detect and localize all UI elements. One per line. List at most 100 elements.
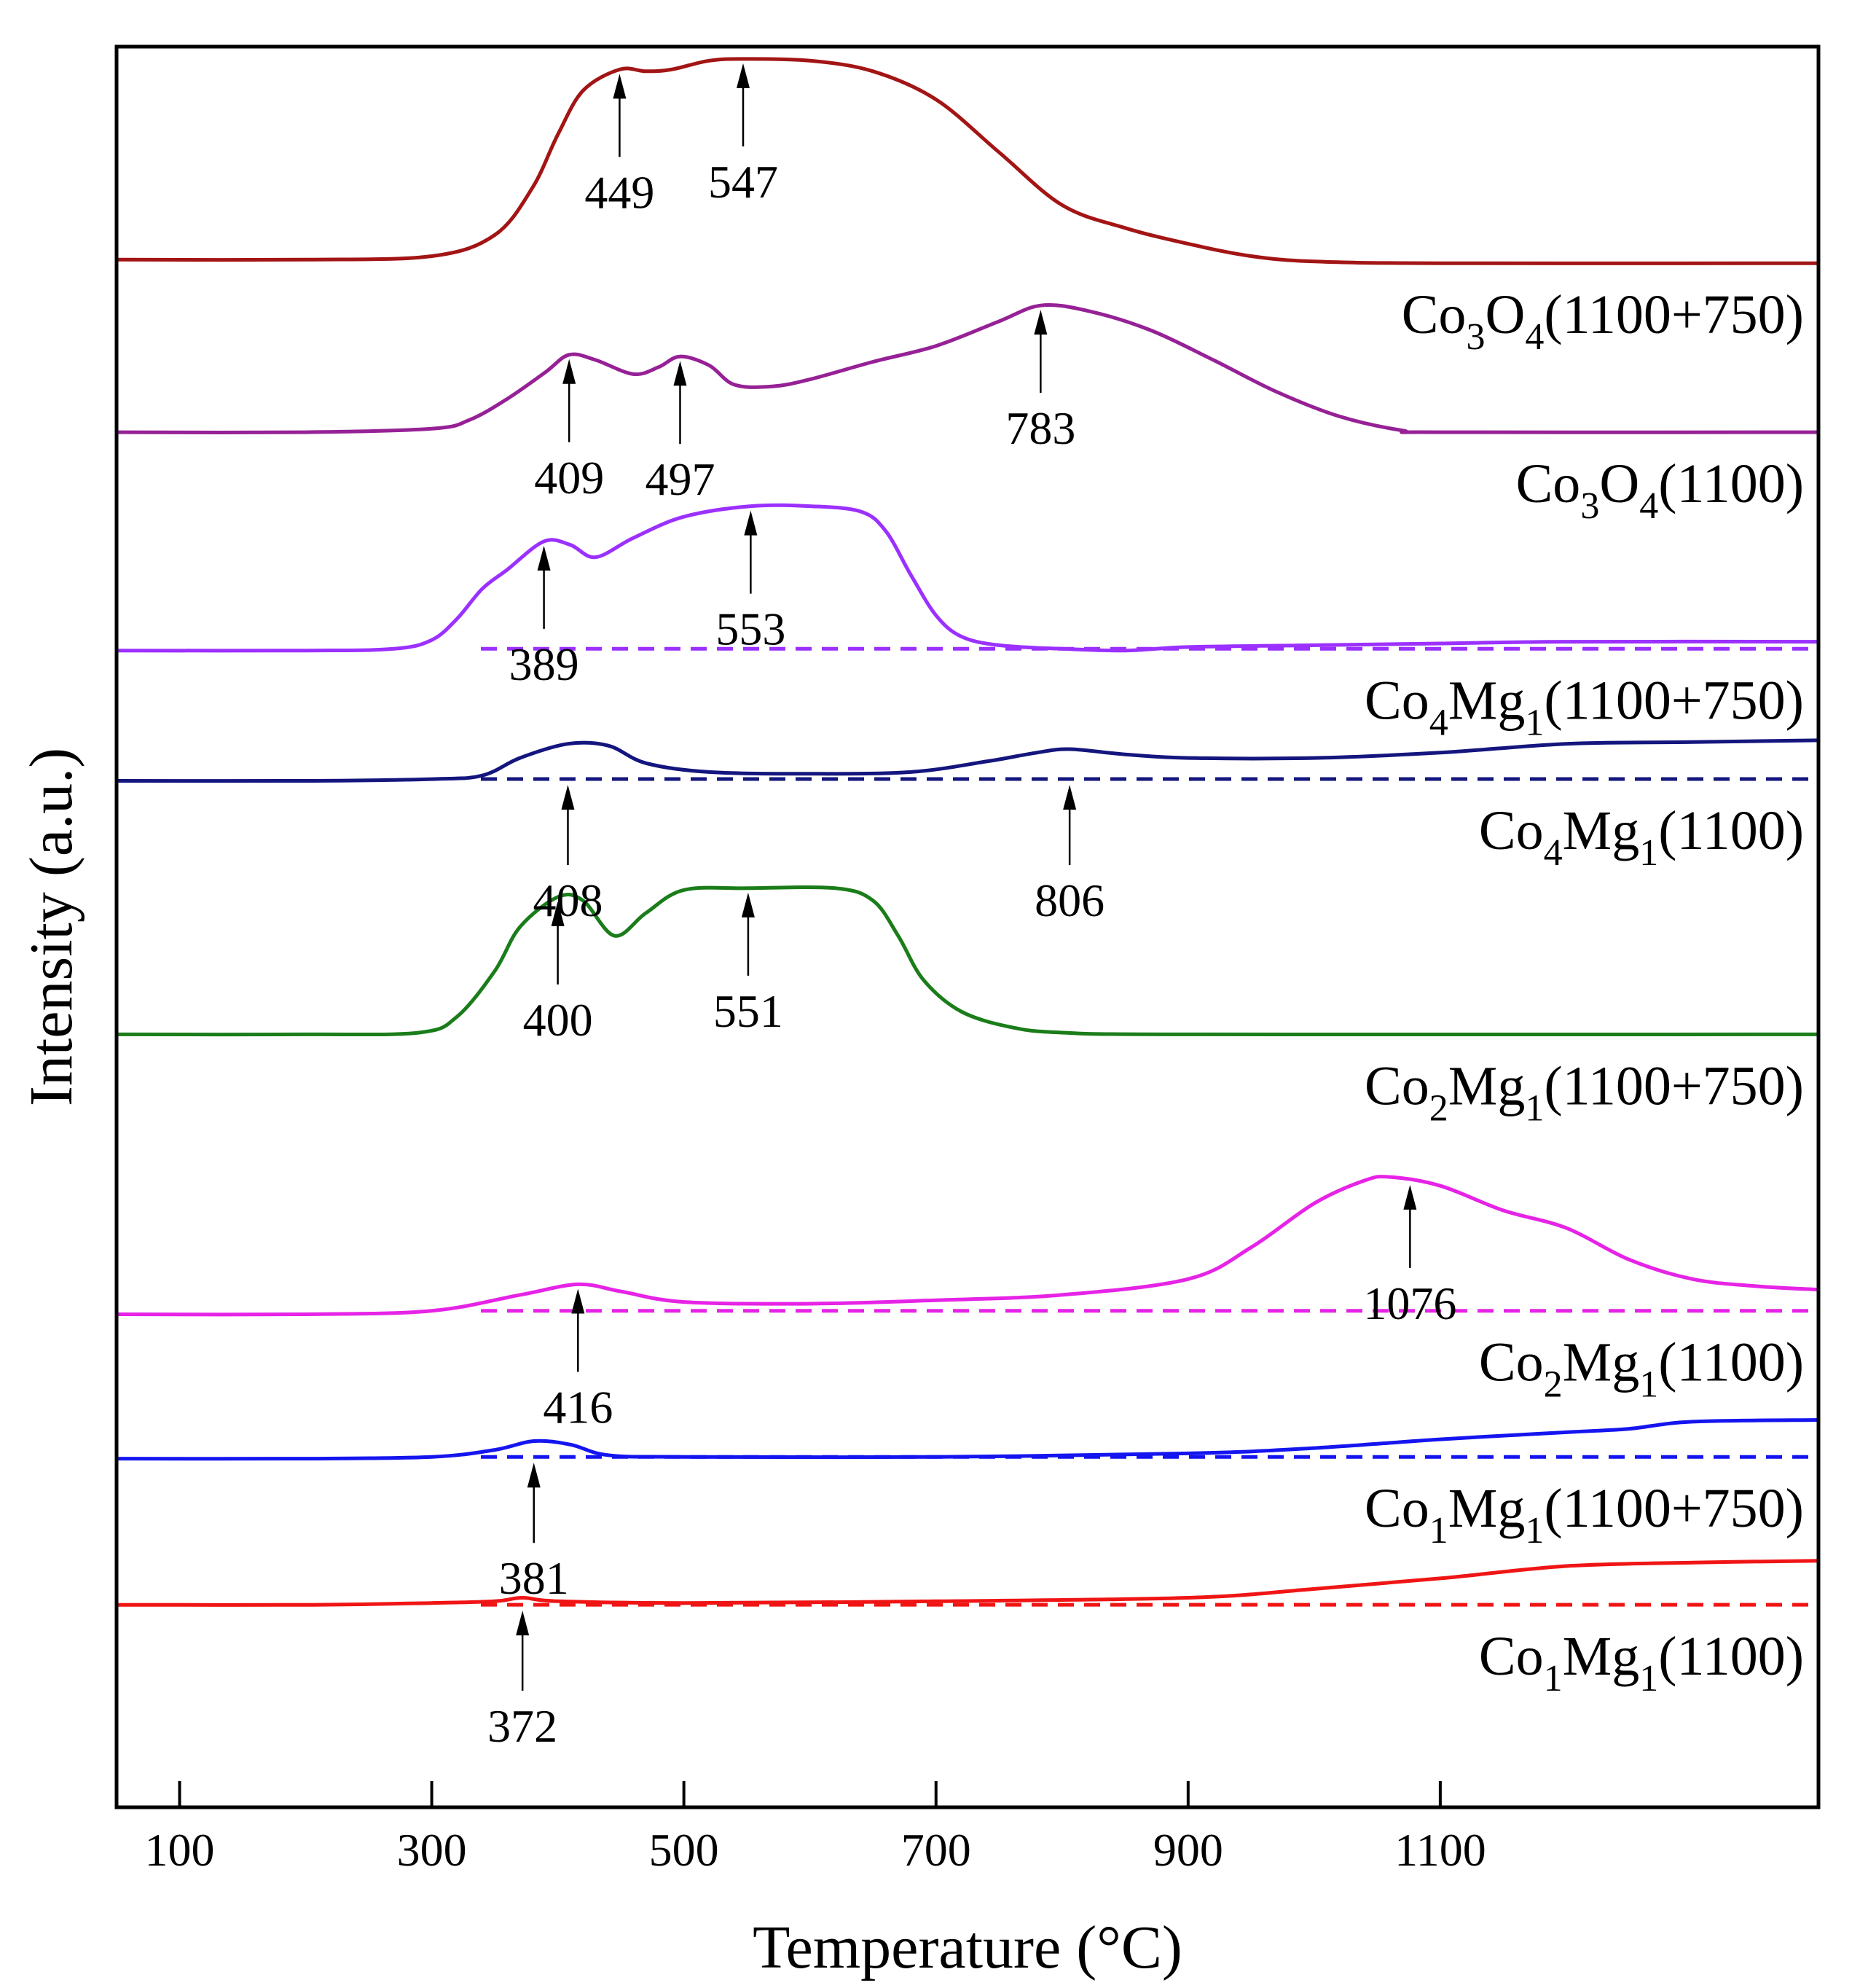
co3o4-1100-750-label-part-1: 3 [1466, 316, 1485, 358]
co2mg1-1100-750-peak-arrow-head-551 [741, 892, 755, 917]
co3o4-1100-750-line [116, 57, 1819, 265]
co2mg1-1100-label-part-1: 2 [1544, 1364, 1563, 1406]
co1mg1-1100-750-label: Co1Mg1(1100+750) [1365, 1478, 1804, 1551]
co1mg1-1100-label-part-4: (1100) [1658, 1626, 1804, 1687]
co3o4-1100-peak-409: 409 [534, 359, 604, 504]
co2mg1-1100-label: Co2Mg1(1100) [1479, 1332, 1804, 1406]
co4mg1-1100-peak-408: 408 [533, 785, 603, 926]
co2mg1-1100-peak-1076: 1076 [1363, 1184, 1456, 1329]
co4mg1-1100-label-part-4: (1100) [1658, 800, 1804, 861]
co2mg1-1100-peak-label-1076: 1076 [1363, 1277, 1456, 1329]
co4mg1-1100-750-peak-389: 389 [509, 545, 579, 690]
x-tick-label-300: 300 [397, 1824, 467, 1876]
co2mg1-1100-750-peak-400: 400 [523, 901, 593, 1046]
co3o4-1100-label-part-0: Co [1516, 453, 1581, 514]
co3o4-1100-750-peak-arrow-head-547 [736, 63, 750, 88]
co4mg1-1100-750-label: Co4Mg1(1100+750) [1365, 670, 1804, 743]
co4mg1-1100-750-label-part-3: 1 [1525, 702, 1544, 743]
co1mg1-1100-750-label-part-3: 1 [1525, 1510, 1544, 1551]
co1mg1-1100-750-line [116, 1418, 1819, 1461]
x-axis-ticks: 100 300 500 700 900 1100 [145, 1781, 1486, 1876]
x-axis-title: Temperature (°C) [753, 1914, 1182, 1981]
co2mg1-1100-peak-label-416: 416 [543, 1381, 613, 1433]
co2mg1-1100-750-peak-551: 551 [713, 892, 783, 1037]
x-tick-label-100: 100 [145, 1824, 215, 1876]
co3o4-1100-peak-arrow-head-409 [562, 359, 576, 384]
series-lines [116, 57, 1819, 1607]
co3o4-1100-750-peak-label-547: 547 [708, 156, 778, 208]
co1mg1-1100-750-label-part-4: (1100+750) [1544, 1478, 1804, 1539]
co2mg1-1100-peak-arrow-head-416 [571, 1288, 585, 1314]
co3o4-1100-line [116, 302, 1819, 434]
co3o4-1100-750-peak-label-449: 449 [584, 166, 654, 218]
co1mg1-1100-peak-arrow-head-372 [516, 1611, 530, 1636]
co2mg1-1100-label-part-4: (1100) [1658, 1332, 1804, 1393]
co4mg1-1100-750-label-part-0: Co [1365, 670, 1429, 731]
co2mg1-1100-750-label-part-3: 1 [1525, 1087, 1544, 1129]
co2mg1-1100-750-label-part-0: Co [1365, 1055, 1429, 1116]
co4mg1-1100-750-peak-arrow-head-389 [537, 545, 551, 571]
co2mg1-1100-peak-arrow-head-1076 [1403, 1184, 1417, 1210]
co2mg1-1100-label-part-0: Co [1479, 1332, 1544, 1393]
co3o4-1100-peak-arrow-head-783 [1034, 310, 1048, 335]
co3o4-1100-label-part-4: (1100) [1658, 453, 1804, 514]
co3o4-1100-label-part-1: 3 [1580, 485, 1599, 527]
co1mg1-1100-peak-372: 372 [487, 1611, 557, 1752]
co4mg1-1100-750-label-part-4: (1100+750) [1544, 670, 1804, 731]
co3o4-1100-750-peak-547: 547 [708, 63, 778, 208]
co3o4-1100-750-label: Co3O4(1100+750) [1402, 284, 1804, 358]
co2mg1-1100-750-label: Co2Mg1(1100+750) [1365, 1055, 1804, 1129]
co2mg1-1100-750-peak-arrow-head-400 [551, 901, 565, 926]
co1mg1-1100-750-label-part-2: Mg [1448, 1478, 1526, 1539]
co2mg1-1100-750-label-part-2: Mg [1448, 1055, 1526, 1116]
co3o4-1100-750-peak-449: 449 [584, 74, 654, 218]
co4mg1-1100-label-part-0: Co [1479, 800, 1544, 861]
co3o4-1100-750-label-part-3: 4 [1525, 316, 1544, 358]
co1mg1-1100-750-peak-381: 381 [499, 1463, 569, 1604]
co4mg1-1100-peak-label-806: 806 [1035, 874, 1104, 926]
co4mg1-1100-peak-806: 806 [1035, 785, 1104, 926]
y-axis-title: Intensity (a.u.) [17, 748, 85, 1106]
co4mg1-1100-750-peak-553: 553 [715, 510, 785, 655]
co1mg1-1100-label-part-0: Co [1479, 1626, 1544, 1687]
co3o4-1100-peak-arrow-head-497 [673, 361, 687, 386]
co2mg1-1100-750-line [116, 885, 1819, 1037]
co1mg1-1100-750-peak-label-381: 381 [499, 1552, 569, 1604]
co3o4-1100-peak-783: 783 [1005, 310, 1075, 454]
x-tick-label-900: 900 [1153, 1824, 1223, 1876]
co3o4-1100-label-part-2: O [1599, 453, 1639, 514]
co1mg1-1100-label: Co1Mg1(1100) [1479, 1626, 1804, 1699]
co4mg1-1100-peak-arrow-head-408 [561, 785, 575, 810]
co4mg1-1100-peak-label-408: 408 [533, 874, 603, 926]
co3o4-1100-750-label-part-4: (1100+750) [1544, 284, 1804, 345]
co2mg1-1100-label-part-3: 1 [1639, 1364, 1658, 1406]
x-tick-label-500: 500 [649, 1824, 719, 1876]
co4mg1-1100-750-peak-arrow-head-553 [744, 510, 758, 536]
co2mg1-1100-750-peak-label-551: 551 [713, 985, 783, 1037]
co4mg1-1100-750-label-part-1: 4 [1429, 702, 1448, 743]
co1mg1-1100-750-label-part-1: 1 [1429, 1510, 1448, 1551]
co1mg1-1100-750-label-part-0: Co [1365, 1478, 1429, 1539]
co3o4-1100-peak-label-409: 409 [534, 452, 604, 504]
co4mg1-1100-750-label-part-2: Mg [1448, 670, 1526, 731]
co2mg1-1100-750-peak-label-400: 400 [523, 994, 593, 1046]
co3o4-1100-peak-label-497: 497 [645, 453, 715, 505]
co2mg1-1100-750-label-part-1: 2 [1429, 1087, 1448, 1129]
series-labels: Co3O4(1100+750)Co3O4(1100)Co4Mg1(1100+75… [1365, 284, 1804, 1699]
co3o4-1100-label: Co3O4(1100) [1516, 453, 1804, 527]
co4mg1-1100-750-peak-label-553: 553 [715, 603, 785, 655]
plot-frame [114, 44, 1821, 1809]
co1mg1-1100-label-part-2: Mg [1563, 1626, 1640, 1687]
co4mg1-1100-750-peak-label-389: 389 [509, 638, 579, 690]
co3o4-1100-750-label-part-0: Co [1402, 284, 1467, 345]
co4mg1-1100-label-part-1: 4 [1544, 832, 1563, 874]
co2mg1-1100-line [116, 1175, 1819, 1317]
co3o4-1100-750-label-part-2: O [1485, 284, 1525, 345]
co3o4-1100-750-peak-arrow-head-449 [613, 74, 627, 99]
peak-annotations: 449 547 409 497 783 389 553 408 806 400 551 416 1076… [487, 63, 1456, 1752]
co4mg1-1100-750-line [116, 503, 1819, 653]
co1mg1-1100-line [116, 1559, 1819, 1607]
co1mg1-1100-label-part-1: 1 [1544, 1658, 1563, 1699]
